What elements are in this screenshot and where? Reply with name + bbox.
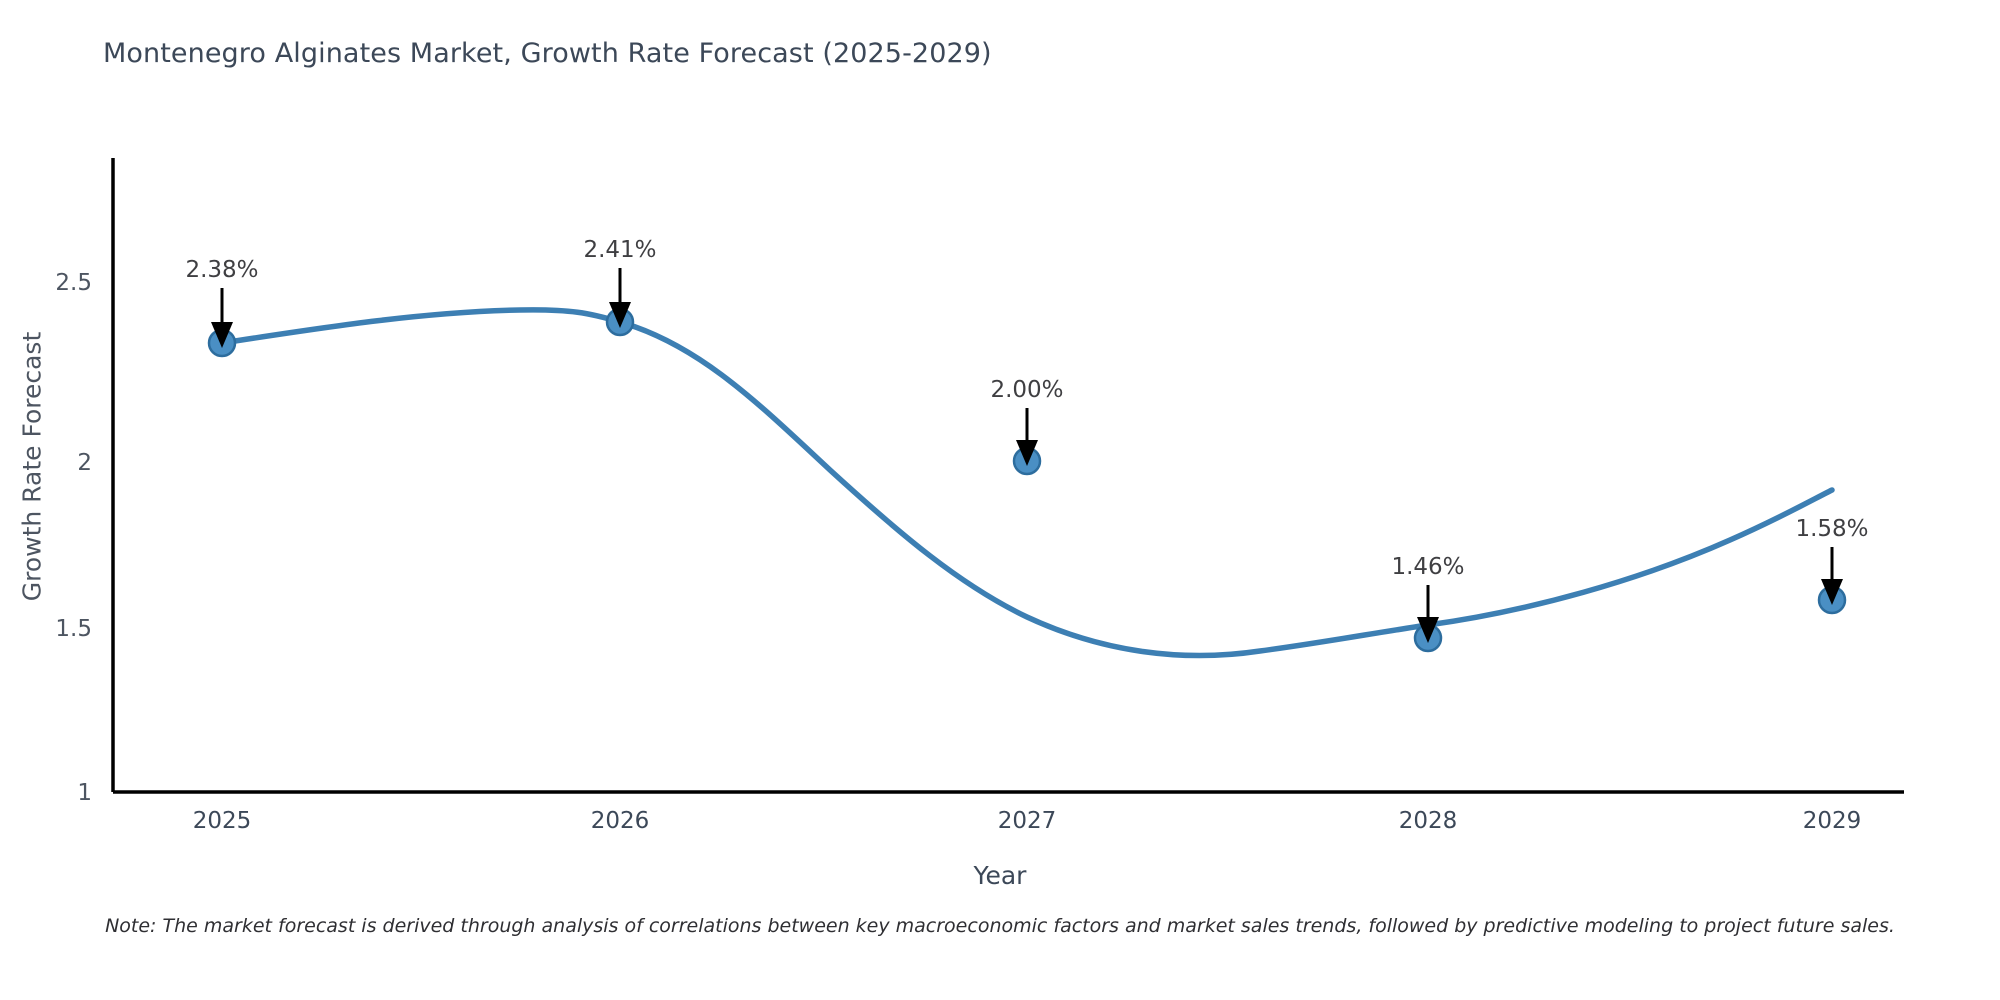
y-tick-label-2: 2	[77, 450, 92, 476]
data-label-2028: 1.46%	[1391, 554, 1465, 580]
x-tick-label-2027: 2027	[997, 808, 1057, 834]
x-tick-label-2025: 2025	[192, 808, 252, 834]
chart-footnote: Note: The market forecast is derived thr…	[105, 915, 1895, 937]
data-label-2026: 2.41%	[583, 237, 657, 263]
x-tick-label-2029: 2029	[1802, 808, 1862, 834]
series-line	[219, 307, 1835, 659]
data-label-2029: 1.58%	[1795, 516, 1869, 542]
data-label-2025: 2.38%	[185, 257, 259, 283]
annotation-arrow	[1821, 547, 1843, 605]
data-label-2027: 2.00%	[990, 377, 1064, 403]
y-tick-label-2-5: 2.5	[55, 270, 92, 296]
x-axis-title: Year	[973, 861, 1027, 890]
annotation-arrow	[211, 288, 233, 348]
y-tick-label-1: 1	[77, 780, 92, 806]
chart-title: Montenegro Alginates Market, Growth Rate…	[103, 38, 992, 69]
annotation-arrow	[1016, 408, 1038, 466]
y-tick-label-1-5: 1.5	[55, 616, 92, 642]
annotation-arrow	[1417, 585, 1439, 643]
y-axis-title: Growth Rate Forecast	[17, 331, 47, 602]
annotation-arrow	[609, 268, 631, 328]
x-tick-label-2026: 2026	[590, 808, 650, 834]
x-tick-label-2028: 2028	[1398, 808, 1458, 834]
